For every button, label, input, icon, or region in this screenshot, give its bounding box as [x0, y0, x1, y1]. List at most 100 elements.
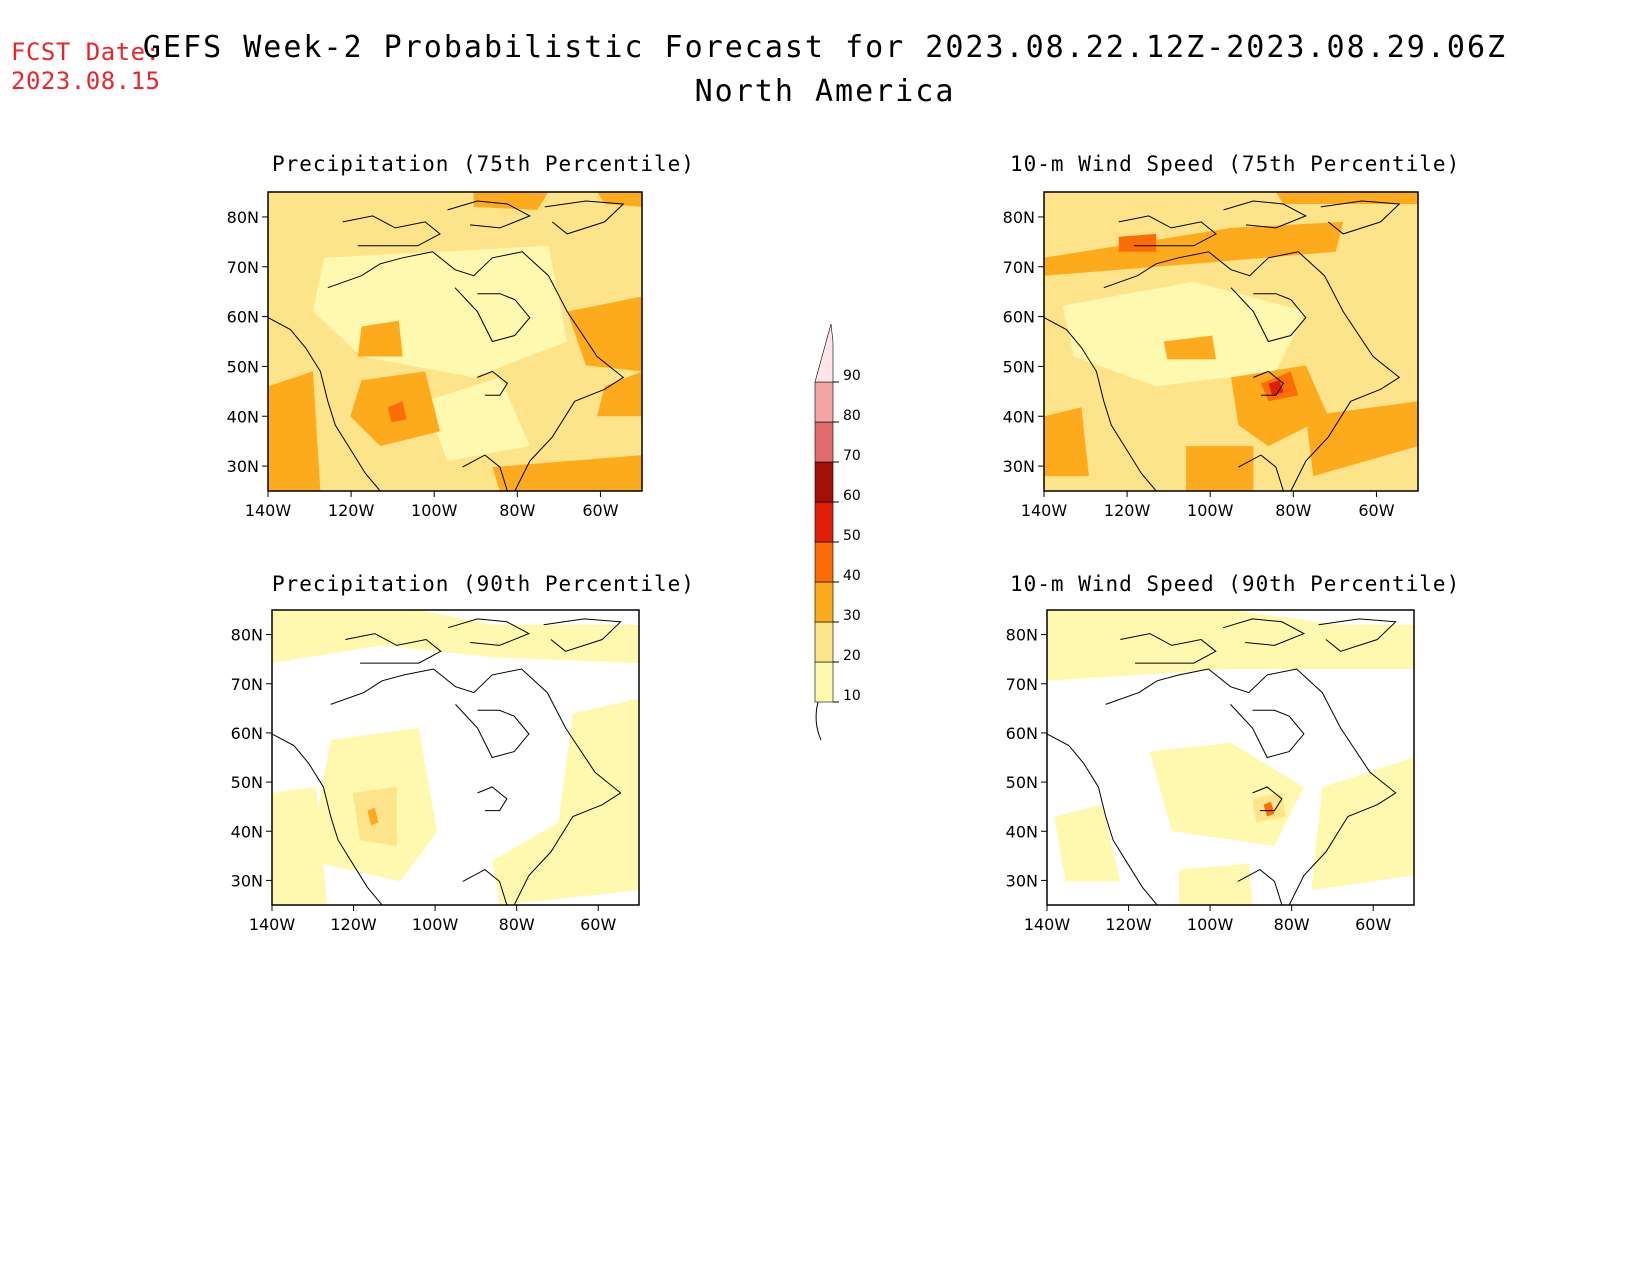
coastline — [455, 704, 530, 759]
probability-shading — [268, 192, 642, 491]
probability-contour-fill — [272, 787, 328, 905]
coastline — [1253, 370, 1285, 396]
lon-tick-label: 60W — [580, 915, 616, 934]
coastline — [1318, 618, 1397, 652]
probability-contour-fill — [268, 371, 321, 491]
probability-contour-fill — [1062, 281, 1306, 387]
map-panel-wind90: 80N 70N 60N 50N 40N 30N 140W 120W 100W 80W 60W — [1006, 609, 1415, 934]
lat-tick-label: 60N — [1006, 724, 1038, 743]
colorbar-segment — [814, 501, 834, 543]
lat-tick-label: 30N — [231, 871, 263, 890]
lat-tick-label: 70N — [1006, 675, 1038, 694]
coastline — [1118, 215, 1217, 247]
coastline — [1120, 633, 1217, 664]
probability-contour-fill — [1275, 192, 1418, 204]
colorbar-segment — [814, 581, 834, 623]
coastline — [345, 633, 442, 664]
map-panel-wind75: 80N 70N 60N 50N 40N 30N 140W 120W 100W 80W 60W — [1003, 191, 1419, 520]
colorbar-segment — [814, 323, 834, 383]
coastline — [268, 317, 381, 491]
coastline — [1223, 200, 1307, 229]
lon-tick-label: 140W — [1021, 501, 1068, 520]
probability-contour-fill — [367, 807, 379, 826]
lon-tick-label: 60W — [1355, 915, 1391, 934]
coastline — [342, 215, 441, 247]
probability-contour-fill — [492, 455, 642, 491]
lon-tick-label: 100W — [411, 501, 458, 520]
lon-tick-label: 120W — [1104, 501, 1151, 520]
probability-contour-fill — [387, 401, 407, 423]
colorbar-segment — [814, 421, 834, 463]
colorbar-segment — [814, 621, 834, 663]
coastline — [477, 786, 508, 812]
probability-contour-fill — [1305, 401, 1418, 477]
colorbar-segment — [814, 541, 834, 583]
lon-tick-label: 120W — [330, 915, 377, 934]
coastline — [1047, 733, 1158, 905]
forecast-date-label: FCST Date: 2023.08.15 — [11, 38, 161, 96]
lat-tick-label: 30N — [1006, 871, 1038, 890]
lat-tick-label: 50N — [227, 357, 259, 376]
lon-tick-label: 60W — [582, 501, 618, 520]
probability-contour-fill — [567, 296, 642, 372]
lat-tick-label: 40N — [231, 822, 263, 841]
coastline — [1230, 704, 1305, 759]
map-frame — [1043, 191, 1419, 492]
panel-title-wind-75: 10-m Wind Speed (75th Percentile) — [1010, 152, 1461, 176]
colorbar-segment — [814, 461, 834, 503]
lat-tick-label: 80N — [227, 208, 259, 227]
coastline — [462, 869, 508, 905]
coastline — [1252, 786, 1283, 812]
lon-tick-label: 60W — [1358, 501, 1394, 520]
probability-contour-fill — [1054, 804, 1121, 882]
colorbar-label: 40 — [843, 568, 861, 584]
colorbar-label: 90 — [843, 368, 861, 384]
map-frame — [1046, 609, 1415, 906]
probability-contour-fill — [1163, 335, 1216, 360]
coastline — [1237, 869, 1283, 905]
probability-shading — [272, 610, 639, 905]
lat-tick-label: 80N — [1006, 626, 1038, 645]
coastline — [1103, 251, 1401, 491]
coastline — [447, 200, 531, 229]
probability-contour-fill — [473, 192, 549, 210]
coastline — [544, 200, 625, 235]
map-panel-precip90: 80N 70N 60N 50N 40N 30N 140W 120W 100W 80W 60W — [231, 609, 640, 934]
colorbar-label: 30 — [843, 608, 861, 624]
probability-contour-fill — [1268, 380, 1284, 396]
colorbar-segment — [814, 381, 834, 423]
lat-tick-label: 80N — [231, 626, 263, 645]
figure-title-block: GEFS Week-2 Probabilistic Forecast for 2… — [0, 30, 1650, 118]
probability-shading — [1047, 610, 1414, 905]
lon-tick-label: 80W — [1275, 501, 1311, 520]
lon-tick-label: 140W — [245, 501, 292, 520]
lat-tick-label: 60N — [1003, 308, 1035, 327]
probability-contour-fill — [1311, 757, 1414, 891]
probability-contour-fill — [1118, 233, 1157, 252]
probability-contour-fill — [357, 320, 403, 357]
lon-tick-label: 140W — [249, 915, 296, 934]
panel-title-precip-90: Precipitation (90th Percentile) — [272, 572, 695, 596]
lon-tick-label: 140W — [1024, 915, 1071, 934]
lat-tick-label: 50N — [1003, 357, 1035, 376]
probability-contour-fill — [492, 698, 639, 905]
coastline — [1230, 287, 1307, 343]
lon-tick-label: 80W — [499, 501, 535, 520]
lat-tick-label: 70N — [1003, 258, 1035, 277]
coastline — [272, 733, 383, 905]
coastline — [543, 618, 622, 652]
coastline — [1223, 618, 1306, 646]
lat-tick-label: 40N — [227, 407, 259, 426]
map-frame — [271, 609, 640, 906]
lat-tick-label: 30N — [1003, 457, 1035, 476]
lon-tick-label: 100W — [412, 915, 459, 934]
lon-tick-label: 100W — [1187, 915, 1234, 934]
colorbar-label: 80 — [843, 408, 861, 424]
lat-tick-label: 40N — [1003, 407, 1035, 426]
lat-tick-label: 80N — [1003, 208, 1035, 227]
figure-subtitle: North America — [694, 74, 956, 109]
coastline — [477, 370, 509, 396]
coastlines — [1044, 200, 1401, 491]
lat-tick-label: 50N — [231, 773, 263, 792]
forecast-date-caption: FCST Date: — [11, 38, 161, 66]
